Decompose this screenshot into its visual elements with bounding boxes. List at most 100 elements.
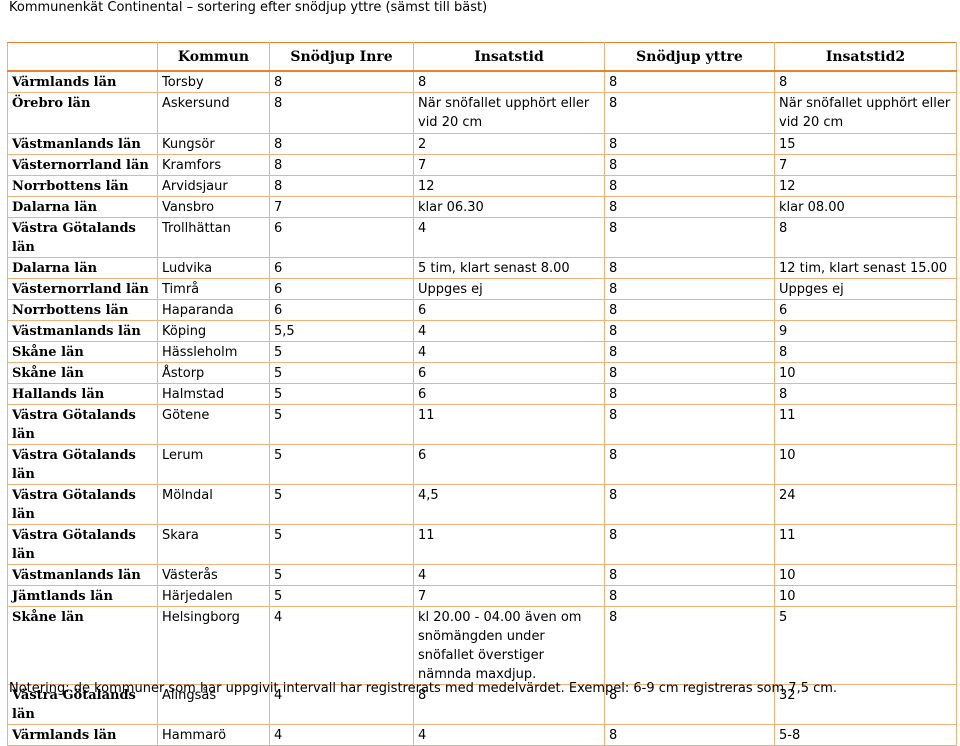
lan-cell: Västra Götalands län [7,217,158,258]
snodjup-yttre-cell: 8 [604,257,775,279]
insatstid2-cell: 10 [774,564,957,586]
lan-cell: Norrbottens län [7,175,158,197]
snodjup-inre-cell: 8 [269,175,414,197]
lan-cell: Västernorrland län [7,278,158,300]
table-row: Västernorrland län Kramfors 8 7 8 7 [7,154,957,176]
lan-cell: Värmlands län [7,724,158,746]
lan-cell: Värmlands län [7,70,158,93]
insatstid2-cell: 10 [774,362,957,384]
insatstid-cell: 7 [413,154,605,176]
lan-cell: Örebro län [7,92,158,134]
insatstid-cell: Uppges ej [413,278,605,300]
insatstid2-cell: 5-8 [774,724,957,746]
lan-cell: Västra Götalands län [7,524,158,565]
insatstid2-cell: 8 [774,70,957,93]
insatstid2-cell: 9 [774,320,957,342]
insatstid-cell: 6 [413,444,605,485]
table-row: Jämtlands län Härjedalen 5 7 8 10 [7,585,957,607]
snodjup-yttre-cell: 8 [604,444,775,485]
kommun-cell: Köping [157,320,270,342]
kommun-cell: Timrå [157,278,270,300]
snodjup-inre-cell: 5 [269,484,414,525]
insatstid2-cell: 15 [774,133,957,155]
insatstid-cell: kl 20.00 - 04.00 även om snömängden unde… [413,606,605,685]
lan-cell: Dalarna län [7,257,158,279]
kommun-cell: Kungsör [157,133,270,155]
footnote: Notering: de kommuner som har uppgivit i… [9,681,838,696]
kommun-cell: Västerås [157,564,270,586]
snodjup-yttre-cell: 8 [604,341,775,363]
snodjup-inre-cell: 6 [269,217,414,258]
kommun-cell: Haparanda [157,299,270,321]
snodjup-inre-cell: 5 [269,383,414,405]
insatstid-cell: 4 [413,341,605,363]
column-header-insatstid: Insatstid [413,42,605,72]
snodjup-inre-cell: 6 [269,278,414,300]
table-row: Västra Götalands län Trollhättan 6 4 8 8 [7,217,957,258]
lan-cell: Västmanlands län [7,133,158,155]
lan-cell: Västra Götalands län [7,484,158,525]
table-row: Värmlands län Hammarö 4 4 8 5-8 [7,724,957,746]
snodjup-yttre-cell: 8 [604,278,775,300]
insatstid-cell: 7 [413,585,605,607]
lan-cell: Västernorrland län [7,154,158,176]
table-row: Västra Götalands län Mölndal 5 4,5 8 24 [7,484,957,525]
lan-cell: Västra Götalands län [7,404,158,445]
kommun-cell: Härjedalen [157,585,270,607]
lan-cell: Skåne län [7,606,158,685]
snodjup-inre-cell: 8 [269,133,414,155]
kommun-cell: Vansbro [157,196,270,218]
kommun-cell: Helsingborg [157,606,270,685]
insatstid2-cell: klar 08.00 [774,196,957,218]
kommun-cell: Lerum [157,444,270,485]
snodjup-yttre-cell: 8 [604,92,775,134]
insatstid-cell: 11 [413,524,605,565]
table-row: Skåne län Helsingborg 4 kl 20.00 - 04.00 äv… [7,606,957,685]
snodjup-inre-cell: 5 [269,444,414,485]
snodjup-yttre-cell: 8 [604,175,775,197]
snodjup-yttre-cell: 8 [604,383,775,405]
kommun-cell: Kramfors [157,154,270,176]
insatstid-cell: 5 tim, klart senast 8.00 [413,257,605,279]
table-row: Skåne län Åstorp 5 6 8 10 [7,362,957,384]
insatstid-cell: 6 [413,362,605,384]
kommun-cell: Åstorp [157,362,270,384]
insatstid2-cell: 10 [774,444,957,485]
insatstid-cell: 6 [413,299,605,321]
snodjup-inre-cell: 5 [269,341,414,363]
kommun-cell: Halmstad [157,383,270,405]
snodjup-yttre-cell: 8 [604,362,775,384]
snodjup-yttre-cell: 8 [604,606,775,685]
insatstid-cell: 4 [413,320,605,342]
insatstid-cell: 11 [413,404,605,445]
kommun-cell: Trollhättan [157,217,270,258]
snodjup-yttre-cell: 8 [604,70,775,93]
snodjup-inre-cell: 7 [269,196,414,218]
snodjup-yttre-cell: 8 [604,404,775,445]
insatstid2-cell: När snöfallet upphört eller vid 20 cm [774,92,957,134]
insatstid-cell: När snöfallet upphört eller vid 20 cm [413,92,605,134]
kommun-cell: Askersund [157,92,270,134]
insatstid2-cell: 8 [774,341,957,363]
kommun-cell: Hammarö [157,724,270,746]
table-row: Norrbottens län Arvidsjaur 8 12 8 12 [7,175,957,197]
snodjup-inre-cell: 5 [269,564,414,586]
insatstid2-cell: 12 tim, klart senast 15.00 [774,257,957,279]
insatstid2-cell: Uppges ej [774,278,957,300]
kommun-cell: Ludvika [157,257,270,279]
insatstid2-cell: 12 [774,175,957,197]
insatstid2-cell: 7 [774,154,957,176]
kommun-cell: Torsby [157,70,270,93]
lan-cell: Jämtlands län [7,585,158,607]
table-row: Norrbottens län Haparanda 6 6 8 6 [7,299,957,321]
snodjup-yttre-cell: 8 [604,299,775,321]
snodjup-inre-cell: 4 [269,606,414,685]
snodjup-yttre-cell: 8 [604,585,775,607]
table-row: Västmanlands län Kungsör 8 2 8 15 [7,133,957,155]
snodjup-inre-cell: 5 [269,524,414,565]
lan-cell: Skåne län [7,362,158,384]
snodjup-inre-cell: 6 [269,257,414,279]
snodjup-yttre-cell: 8 [604,217,775,258]
table-row: Västmanlands län Köping 5,5 4 8 9 [7,320,957,342]
insatstid2-cell: 24 [774,484,957,525]
